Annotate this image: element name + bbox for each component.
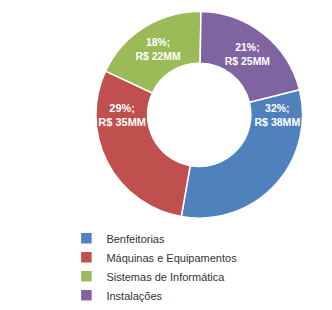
- svg-text:18%;R$ 22MM: 18%;R$ 22MM: [136, 37, 181, 62]
- svg-text:Instalações: Instalações: [106, 290, 162, 302]
- svg-text:Sistemas de Informática: Sistemas de Informática: [106, 271, 225, 283]
- svg-text:Benfeitorias: Benfeitorias: [106, 233, 165, 245]
- svg-text:32%;R$ 38MM: 32%;R$ 38MM: [254, 102, 300, 128]
- svg-text:Máquinas e Equipamentos: Máquinas e Equipamentos: [106, 252, 237, 264]
- svg-text:21%;R$ 25MM: 21%;R$ 25MM: [225, 42, 270, 67]
- svg-text:29%;R$ 35MM: 29%;R$ 35MM: [98, 102, 146, 128]
